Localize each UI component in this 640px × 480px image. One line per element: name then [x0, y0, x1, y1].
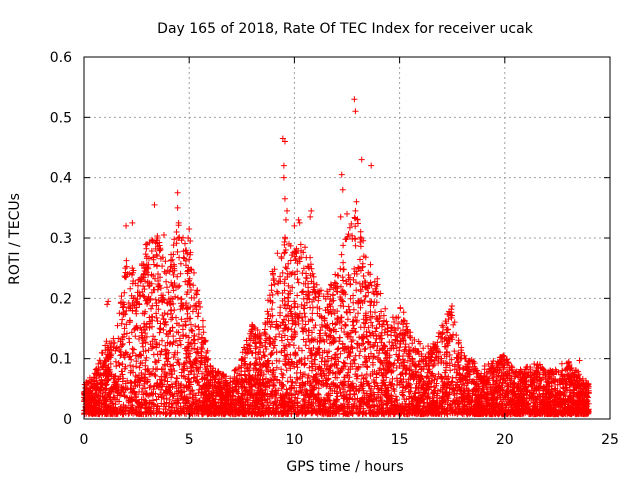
roti-outlier-point — [123, 222, 130, 229]
y-tick-label: 0.4 — [50, 171, 72, 187]
x-tick-label: 25 — [601, 432, 619, 448]
roti-outlier-point — [174, 204, 181, 211]
roti-outlier-point — [576, 357, 583, 364]
y-axis-label: ROTI / TECUs — [7, 193, 23, 285]
y-tick-label: 0.5 — [50, 110, 72, 126]
roti-outlier-point — [105, 298, 112, 305]
roti-outlier-point — [358, 156, 365, 163]
y-tick-label: 0.3 — [50, 231, 72, 247]
roti-outlier-point — [307, 213, 314, 220]
roti-outlier-point — [338, 171, 345, 178]
roti-outlier-point — [282, 216, 289, 223]
y-tick-label: 0.1 — [50, 352, 72, 368]
y-tick-label: 0 — [63, 412, 72, 428]
roti-point-cloud — [81, 214, 592, 418]
roti-outlier-point — [284, 207, 291, 214]
roti-outlier-point — [337, 213, 344, 220]
y-tick-label: 0.6 — [50, 50, 72, 66]
roti-outlier-point — [352, 108, 359, 115]
roti-outlier-point — [185, 235, 192, 241]
roti-outlier-point — [174, 189, 181, 196]
roti-outlier-point — [144, 241, 151, 248]
x-tick-label: 5 — [185, 432, 194, 448]
roti-outlier-point — [280, 162, 287, 169]
roti-outlier-point — [367, 271, 374, 278]
x-axis-label: GPS time / hours — [286, 459, 403, 475]
roti-outlier-point — [351, 96, 358, 103]
roti-outlier-point — [360, 253, 367, 260]
roti-outlier-point — [291, 222, 298, 229]
roti-outlier-point — [281, 138, 288, 145]
roti-outlier-point — [104, 301, 111, 308]
roti-outlier-point — [82, 388, 89, 395]
roti-outlier-point — [154, 235, 161, 241]
roti-outlier-point — [339, 186, 346, 193]
roti-outlier-point — [352, 207, 359, 214]
axis-ticks: 0 5 10 15 20 25 0 0.1 0.2 0.3 0.4 0.5 0.6 — [50, 50, 619, 448]
roti-outlier-point — [281, 195, 288, 202]
roti-outlier-point — [344, 210, 350, 217]
roti-outlier-point — [279, 135, 286, 142]
roti-outlier-point — [295, 216, 302, 223]
x-tick-label: 10 — [285, 432, 303, 448]
x-tick-label: 15 — [391, 432, 409, 448]
roti-outlier-point — [175, 219, 182, 226]
roti-outlier-point — [296, 219, 303, 226]
roti-outlier-point — [368, 162, 375, 169]
roti-outlier-point — [353, 198, 360, 205]
roti-outlier-point — [129, 219, 136, 226]
roti-outlier-point — [187, 238, 194, 245]
data-points — [81, 96, 592, 418]
roti-outlier-point — [151, 201, 158, 208]
roti-outlier-point — [280, 174, 287, 181]
x-tick-label: 0 — [80, 432, 89, 448]
roti-outlier-point — [186, 225, 193, 232]
x-tick-label: 20 — [496, 432, 514, 448]
roti-outlier-point — [160, 231, 167, 238]
roti-outlier-point — [308, 207, 315, 214]
roti-outlier-point — [173, 228, 180, 235]
y-tick-label: 0.2 — [50, 291, 72, 307]
chart-title: Day 165 of 2018, Rate Of TEC Index for r… — [157, 21, 534, 37]
